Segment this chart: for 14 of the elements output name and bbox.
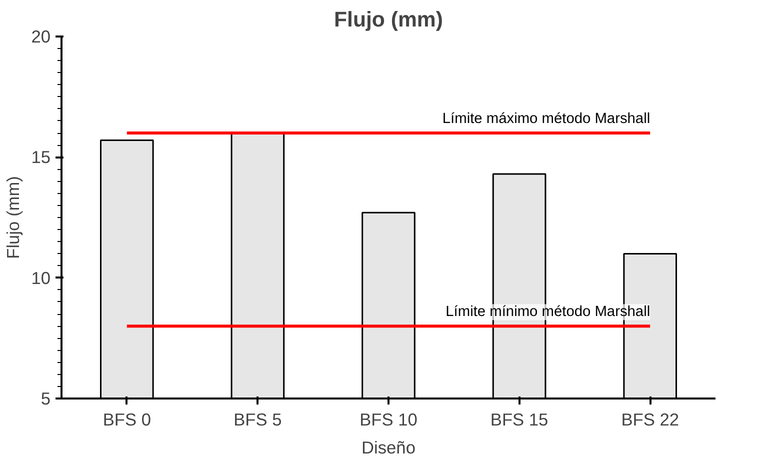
x-axis-title: Diseño (362, 438, 416, 458)
x-tick-label: BFS 22 (621, 410, 680, 430)
y-axis-title: Flujo (mm) (3, 176, 24, 259)
ref-line-label: Límite mínimo método Marshall (446, 304, 650, 320)
y-tick-label: 20 (31, 26, 51, 46)
y-tick-label: 15 (31, 147, 51, 168)
x-tick-label: BFS 10 (360, 410, 418, 430)
x-tick-label: BFS 5 (234, 410, 282, 430)
chart-title: Flujo (mm) (334, 8, 444, 32)
x-tick-label: BFS 0 (102, 410, 151, 430)
y-tick-label: 10 (31, 268, 51, 288)
ref-line-label: Límite máximo método Marshall (442, 111, 650, 128)
x-tick-label: BFS 15 (490, 410, 548, 430)
y-tick-label: 5 (40, 388, 51, 408)
